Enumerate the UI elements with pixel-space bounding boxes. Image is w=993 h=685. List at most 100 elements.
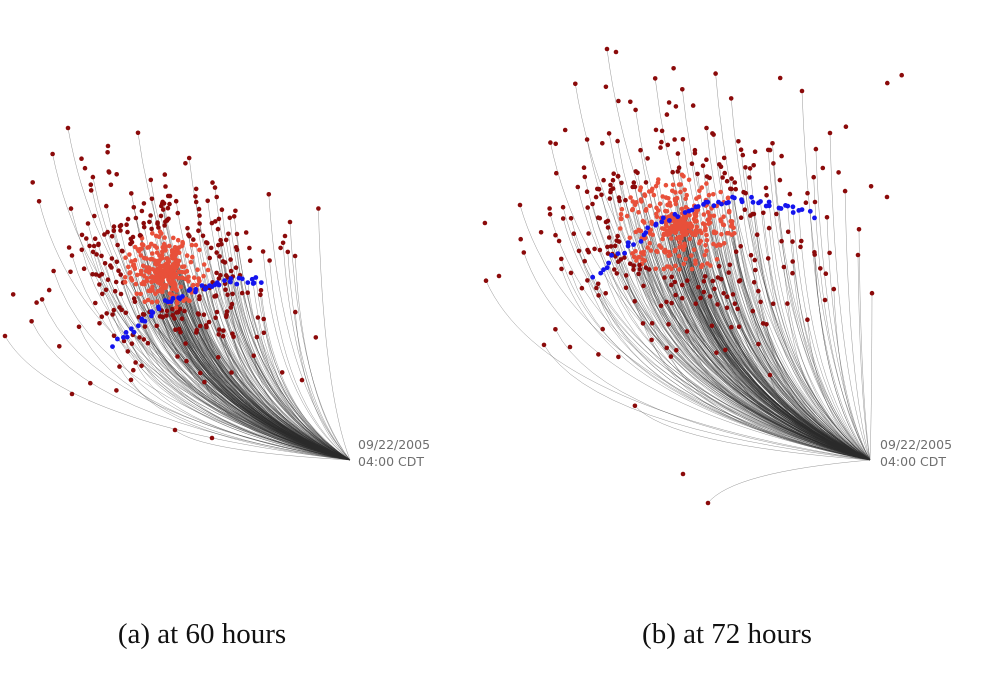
ensemble-point [704, 248, 709, 254]
ensemble-point [247, 258, 253, 264]
ensemble-point [104, 203, 109, 209]
ensemble-point [704, 232, 709, 238]
median-track-point [711, 203, 717, 209]
ensemble-point [619, 180, 624, 186]
ensemble-point [687, 221, 693, 227]
ensemble-point [714, 350, 719, 356]
ensemble-point [687, 236, 693, 242]
ensemble-point [215, 355, 221, 360]
ensemble-point [197, 213, 202, 218]
ensemble-point [105, 150, 110, 155]
ensemble-point [836, 170, 841, 175]
ensemble-point [722, 170, 727, 176]
ensemble-point [282, 233, 288, 239]
ensemble-point [170, 313, 175, 318]
median-track-point [653, 221, 659, 227]
median-track-point [719, 201, 724, 207]
forecast-path [142, 314, 351, 461]
ensemble-point [129, 341, 135, 347]
ensemble-point [166, 216, 171, 222]
ensemble-point [738, 215, 744, 220]
ensemble-point [615, 233, 620, 239]
ensemble-point [109, 234, 115, 239]
median-track-point [110, 344, 115, 349]
ensemble-point [785, 229, 791, 235]
ensemble-point [700, 221, 706, 226]
ensemble-point [162, 172, 168, 177]
ensemble-point [752, 257, 758, 263]
forecast-path [52, 153, 351, 461]
ensemble-point [684, 329, 690, 334]
ensemble-point [118, 272, 123, 277]
ensemble-point [686, 177, 692, 183]
median-track-point [606, 260, 611, 266]
ensemble-point [729, 324, 734, 330]
ensemble-point [79, 247, 85, 253]
forecast-path [741, 201, 871, 461]
ensemble-point [165, 193, 171, 199]
ensemble-point [39, 297, 45, 302]
ensemble-point [679, 172, 685, 178]
ensemble-point [596, 293, 601, 298]
ensemble-point [718, 217, 723, 222]
ensemble-point [156, 234, 162, 239]
caption-72-hours: (b) at 72 hours [642, 618, 812, 650]
ensemble-point [97, 273, 102, 279]
forecast-path [182, 243, 351, 461]
ensemble-point [869, 290, 875, 296]
ensemble-point [683, 256, 688, 262]
ensemble-point [189, 242, 195, 248]
median-track-point [783, 203, 788, 208]
forecast-path [131, 328, 351, 461]
forecast-path [633, 256, 871, 461]
forecast-path [749, 168, 871, 461]
ensemble-point [680, 471, 686, 477]
ensemble-point [765, 147, 771, 153]
ensemble-point [649, 337, 654, 343]
ensemble-point [111, 333, 117, 339]
median-track-point [615, 251, 621, 256]
ensemble-point [664, 345, 669, 351]
ensemble-point [631, 267, 636, 272]
ensemble-point [678, 189, 683, 195]
ensemble-point [110, 312, 115, 317]
ensemble-point [787, 191, 793, 197]
median-track-point [749, 194, 754, 200]
ensemble-point [605, 244, 610, 250]
ensemble-point [99, 253, 104, 259]
ensemble-point [868, 184, 874, 189]
ensemble-point [102, 261, 108, 266]
ensemble-point [182, 308, 187, 314]
ensemble-point [90, 174, 96, 180]
ensemble-point [562, 127, 568, 133]
ensemble-point [811, 174, 816, 180]
ensemble-point [729, 176, 734, 181]
ensemble-point [732, 180, 738, 185]
ensemble-point [790, 270, 795, 276]
ensemble-point [680, 87, 685, 92]
ensemble-point [201, 262, 207, 267]
ensemble-point [721, 241, 727, 246]
ensemble-point [672, 198, 678, 203]
ensemble-point [172, 245, 178, 250]
ensemble-point [148, 177, 154, 183]
ensemble-point [214, 309, 220, 315]
ensemble-point [680, 227, 685, 232]
ensemble-point [69, 391, 75, 397]
ensemble-point [742, 207, 748, 212]
forecast-path [282, 242, 351, 461]
ensemble-point [658, 303, 664, 309]
ensemble-point [68, 269, 73, 275]
ensemble-point [125, 349, 131, 354]
ensemble-point [736, 324, 742, 330]
ensemble-point [595, 186, 600, 192]
forecast-path [619, 200, 871, 461]
ensemble-point [715, 275, 721, 280]
ensemble-point [631, 263, 637, 268]
ensemble-point [553, 141, 558, 147]
ensemble-point [185, 225, 190, 231]
ensemble-point [764, 193, 769, 198]
ensemble-point [157, 314, 163, 319]
ensemble-point [541, 342, 547, 348]
ensemble-point [164, 308, 170, 314]
